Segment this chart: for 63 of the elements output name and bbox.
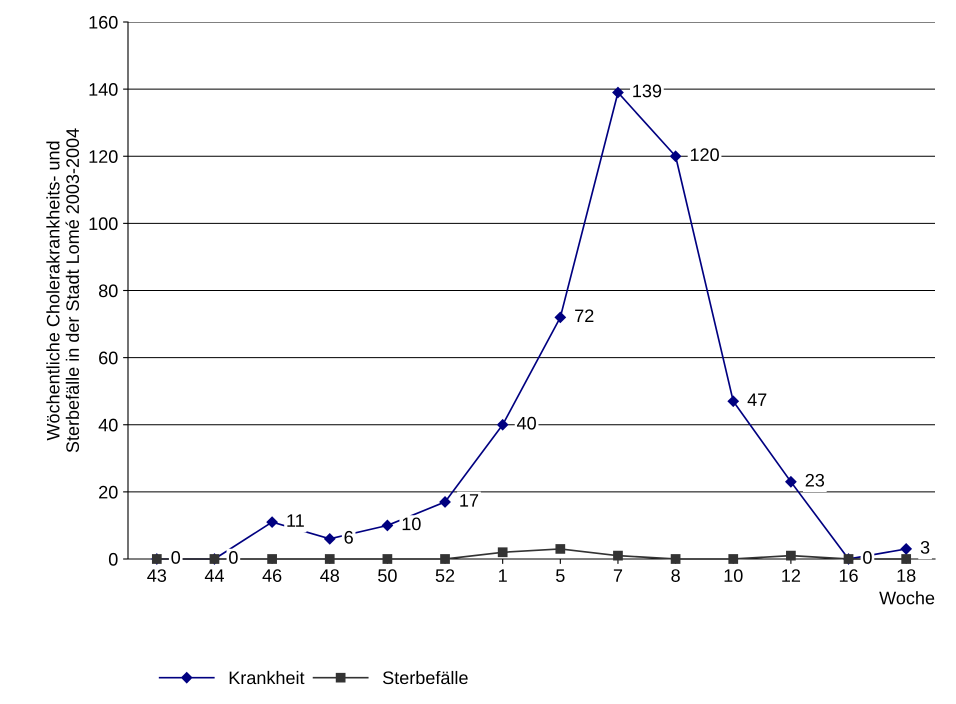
x-tick-label: 46 [262,569,282,582]
y-tick-label: 160 [90,16,118,29]
data-label: 6 [344,530,353,544]
point [440,554,450,564]
point [382,554,392,564]
y-tick-label: 140 [90,83,118,96]
point [785,476,796,488]
x-tick-label: 16 [840,569,858,582]
x-tick-label: 7 [614,569,622,582]
data-label: 0 [863,551,872,564]
point [267,554,277,564]
y-tick-label: 40 [98,418,118,432]
point [728,396,739,407]
y-tick-label: 0 [108,552,118,566]
data-label: 47 [748,394,766,406]
point [728,554,738,564]
point [498,547,508,558]
data-label: 139 [633,84,662,98]
y-tick-label: 100 [90,217,118,230]
legend-label: Sterbefälle [382,670,468,684]
point [555,544,566,554]
point [612,86,624,98]
data-label: 120 [690,148,719,162]
x-tick-label: 12 [782,569,800,582]
data-label: 3 [920,540,930,554]
x-tick-label: 10 [724,569,743,582]
y-tick-label: 120 [90,150,118,163]
point [786,550,796,561]
point [266,516,278,528]
point [554,312,566,323]
point [497,419,508,430]
x-tick-label: 43 [147,569,166,582]
x-tick-label: 52 [436,569,454,582]
point [613,550,623,561]
x-tick-label: 1 [499,569,507,582]
x-tick-label: 18 [898,569,916,582]
data-label: 0 [229,551,238,564]
legend-label: Krankheit [230,670,304,684]
point [670,150,682,162]
data-label: 10 [402,518,421,530]
point [901,554,912,564]
x-axis-title: Woche [879,591,934,604]
y-axis-title: Wöchentliche Cholerakrankheits- und Sterbefälle in der Stadt Lomé 2003-2004 [46,128,80,452]
point [382,520,393,532]
data-label: 11 [287,514,304,527]
y-tick-label: 60 [99,352,118,364]
x-tick-label: 8 [671,569,680,582]
data-label: 23 [806,474,824,487]
data-label: 40 [516,416,536,430]
x-tick-label: 44 [204,569,224,582]
data-label: 0 [171,551,180,564]
x-tick-label: 48 [320,569,340,582]
point [324,554,335,564]
y-tick-label: 20 [99,486,118,499]
point [670,554,680,564]
point [324,533,336,544]
point [900,543,912,555]
data-label: 17 [460,494,478,507]
point [439,496,451,508]
x-tick-label: 5 [556,569,565,582]
y-tick-label: 80 [98,284,118,298]
data-label: 72 [575,309,594,322]
x-tick-label: 50 [378,569,397,582]
